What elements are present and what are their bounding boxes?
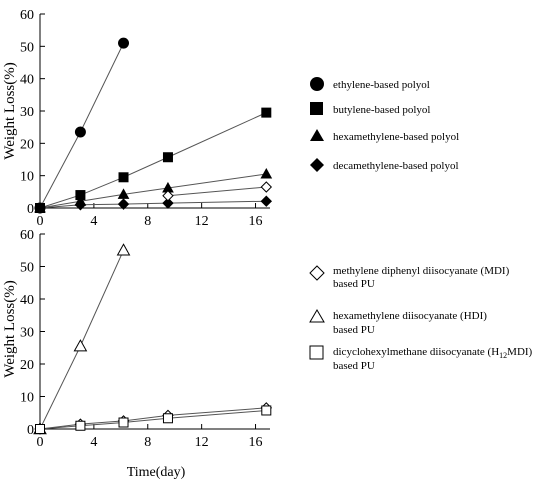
bottom-data-point-square: [118, 417, 129, 428]
legend-label-hdi-line1: hexamethylene diisocyanate (HDI): [333, 310, 487, 322]
legend-bottom: methylene diphenyl diisocyanate (MDI) ba…: [309, 265, 533, 372]
top-y-tick-label: 60: [20, 8, 34, 23]
top-series-group: [34, 37, 273, 214]
top-y-tick-label: 20: [20, 137, 34, 152]
top-data-point-triangle: [260, 168, 273, 179]
y-axis-label-bottom: Weight Loss(%): [2, 280, 18, 378]
legend-marker-circle-filled: [310, 77, 324, 91]
legend-marker-diamond-open: [309, 265, 325, 281]
top-x-tick-label: 0: [37, 214, 44, 229]
bottom-data-point-triangle: [73, 339, 88, 352]
top-series-line: [39, 112, 267, 209]
x-axis-label-bottom: Time(day): [127, 465, 186, 480]
top-data-point-circle: [74, 126, 86, 138]
top-data-point-square: [162, 152, 173, 163]
bottom-x-tick-label: 16: [249, 435, 263, 450]
top-x-tick-label: 16: [249, 214, 263, 229]
y-axis-label-top: Weight Loss(%): [2, 62, 18, 160]
legend-label-h12mdi-line2: based PU: [333, 360, 375, 372]
bottom-series-group: [33, 243, 273, 435]
bottom-y-tick-label: 30: [20, 326, 34, 341]
legend-marker-triangle-open: [309, 309, 325, 323]
legend-label-butylene: butylene-based polyol: [333, 104, 430, 116]
top-y-tick-label: 10: [20, 170, 34, 185]
bottom-y-tick-label: 10: [20, 391, 34, 406]
bottom-y-tick-label: 20: [20, 358, 34, 373]
top-y-tick-label: 0: [27, 202, 34, 217]
top-data-point-diamond: [162, 190, 174, 202]
legend-label-mdi-line2: based PU: [333, 278, 375, 290]
top-series-line: [39, 173, 267, 209]
legend-marker-diamond-filled: [310, 158, 324, 172]
bottom-x-tick-label: 8: [144, 435, 151, 450]
legend-label-h12mdi-pre: dicyclohexylmethane diisocyanate (H: [333, 346, 499, 358]
top-data-point-diamond: [162, 197, 174, 209]
legend-marker-square-filled: [310, 102, 323, 115]
top-series-line: [167, 186, 267, 197]
legend-marker-triangle-filled: [310, 129, 324, 141]
top-data-point-square: [261, 107, 272, 118]
top-x-tick-label: 4: [90, 214, 97, 229]
top-y-tick-label: 40: [20, 73, 34, 88]
top-y-tick-label: 50: [20, 40, 34, 55]
bottom-y-tick-label: 60: [20, 228, 34, 243]
legend-label-h12mdi-sub: 12: [499, 351, 507, 360]
top-data-point-circle: [118, 37, 130, 49]
bottom-y-tick-label: 50: [20, 261, 34, 276]
legend-label-h12mdi-post: MDI): [507, 346, 532, 358]
top-axis-ticks: 0 4 8 12 16 0 10 20 30 40 50 60: [20, 8, 263, 229]
bottom-y-tick-label: 0: [27, 423, 34, 438]
top-data-point-diamond: [117, 198, 130, 210]
chart-top-weight-loss-polyols: 0 4 8 12 16 0 10 20 30 40 50 60 Weight Loss(%): [2, 8, 273, 229]
bottom-axis-ticks: 0 4 8 12 16 0 10 20 30 40 50 60: [20, 228, 263, 450]
legend-label-decamethylene: decamethylene-based polyol: [333, 160, 459, 172]
legend-label-hdi-line2: based PU: [333, 324, 375, 336]
top-x-tick-label: 12: [195, 214, 209, 229]
legend-label-mdi-line1: methylene diphenyl diisocyanate (MDI): [333, 265, 510, 277]
bottom-series-line: [39, 409, 267, 430]
bottom-data-point-square: [35, 424, 45, 434]
bottom-x-tick-label: 12: [195, 435, 209, 450]
bottom-data-point-square: [261, 405, 272, 416]
top-data-point-diamond: [74, 199, 87, 211]
bottom-y-tick-label: 40: [20, 293, 34, 308]
top-data-point-diamond: [260, 181, 273, 193]
bottom-data-point-square: [75, 420, 86, 431]
legend-top: ethylene-based polyol butylene-based pol…: [310, 77, 459, 172]
bottom-x-tick-label: 4: [90, 435, 97, 450]
top-data-point-diamond: [260, 195, 273, 207]
legend-label-ethylene: ethylene-based polyol: [333, 79, 430, 91]
top-data-point-diamond: [34, 202, 46, 214]
chart-bottom-weight-loss-pu: 0 4 8 12 16 0 10 20 30 40 50 60 Weight Loss(%) Time…: [2, 228, 273, 480]
top-data-point-square: [118, 172, 129, 183]
top-x-tick-label: 8: [144, 214, 151, 229]
top-y-tick-label: 30: [20, 105, 34, 120]
bottom-x-tick-label: 0: [37, 435, 44, 450]
legend-label-h12mdi-line1: dicyclohexylmethane diisocyanate (H12MDI…: [333, 346, 533, 360]
legend-marker-square-open: [309, 345, 324, 360]
legend-label-hexamethylene: hexamethylene-based polyol: [333, 131, 459, 143]
bottom-data-point-square: [162, 413, 173, 424]
top-series-line: [39, 42, 124, 209]
bottom-data-point-triangle: [116, 243, 131, 256]
bottom-series-line: [39, 250, 124, 430]
